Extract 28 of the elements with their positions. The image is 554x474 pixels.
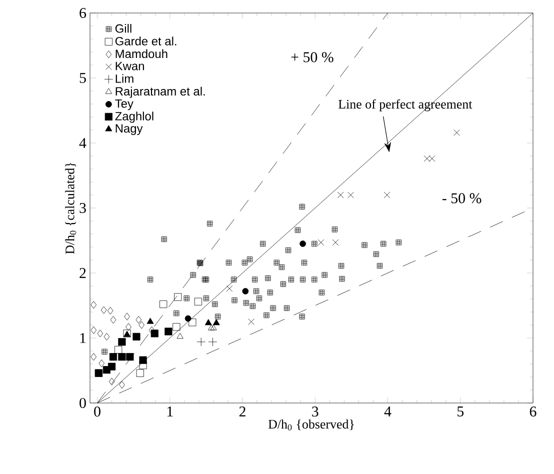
y-tick-label: 5 bbox=[80, 73, 86, 83]
x-tick-label: 3 bbox=[312, 406, 318, 417]
y-tick-label: 0 bbox=[80, 398, 86, 408]
annotation: - 50 % bbox=[442, 193, 482, 204]
x-tick-label: 4 bbox=[384, 406, 392, 416]
legend-label: Gill bbox=[115, 24, 132, 33]
y-tick-label: 1 bbox=[80, 333, 86, 343]
y-tick-label: 2 bbox=[80, 268, 86, 278]
y-tick-label: 4 bbox=[79, 138, 86, 148]
annotation: + 50 % bbox=[291, 52, 334, 62]
legend-label: Garde et al. bbox=[115, 36, 176, 46]
x-tick-label: 0 bbox=[94, 406, 100, 417]
y-tick-label: 3 bbox=[80, 202, 86, 214]
x-tick-label: 6 bbox=[530, 406, 536, 417]
x-tick-label: 5 bbox=[458, 406, 464, 416]
legend-label: Kwan bbox=[116, 62, 144, 70]
legend-label: Tey bbox=[115, 99, 134, 110]
x-tick-label: 2 bbox=[239, 406, 246, 416]
x-axis-title: D/h$_{0}$ {observed} bbox=[268, 419, 354, 430]
x-tick-label: 1 bbox=[167, 406, 173, 416]
legend-label: Nagy bbox=[116, 124, 143, 135]
y-tick-label: 6 bbox=[80, 8, 86, 18]
legend-label: Mamdouh bbox=[116, 49, 168, 58]
y-axis-title: D/h$_{0}$ {calculated} bbox=[65, 162, 76, 254]
legend-label: Zaghlol bbox=[115, 112, 154, 123]
annotation: Line of perfect agreement bbox=[338, 99, 472, 112]
legend-label: Lim bbox=[116, 74, 134, 83]
legend-label: Rajaratnam et al. bbox=[116, 86, 205, 98]
